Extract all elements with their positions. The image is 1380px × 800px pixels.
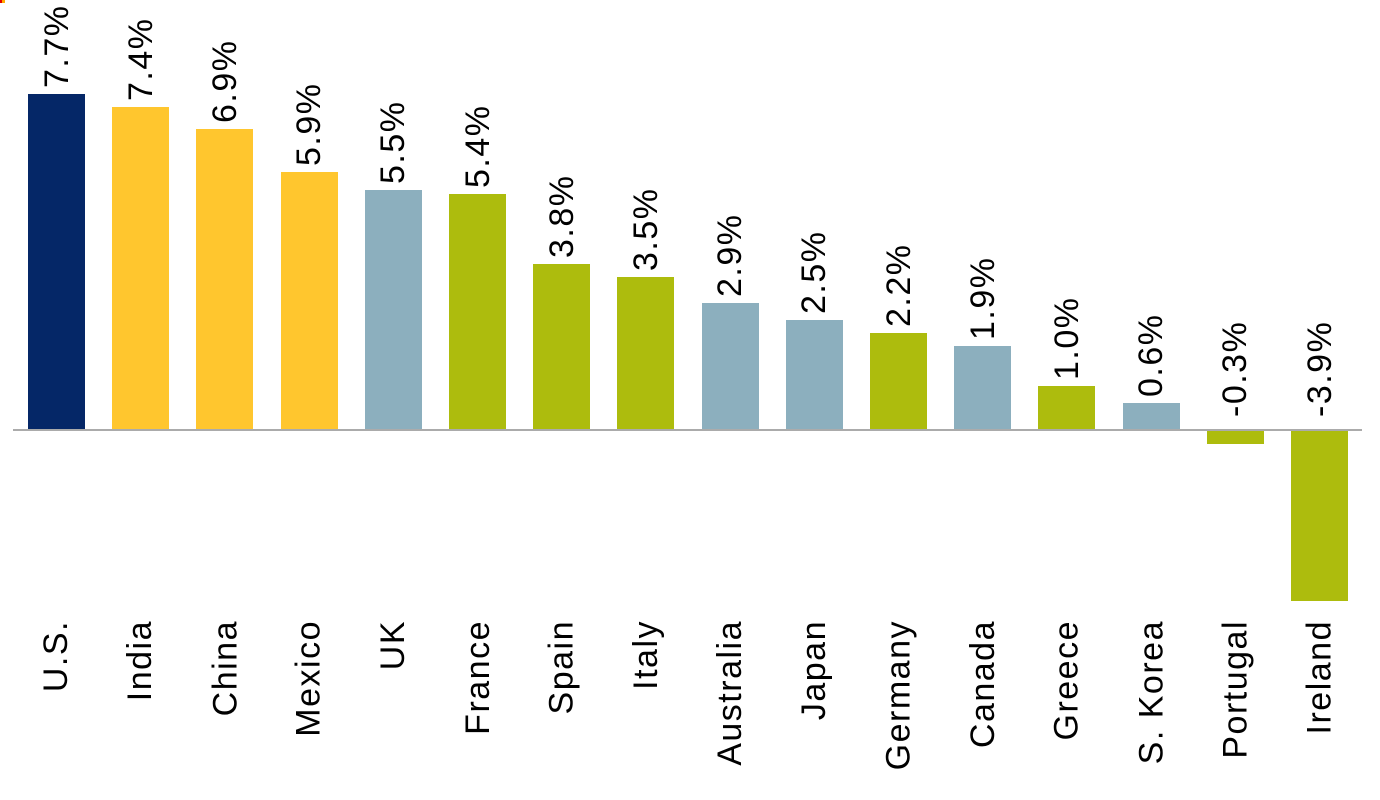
- bar: [701, 302, 759, 429]
- bar: [1206, 431, 1264, 444]
- value-label: 6.9%: [205, 39, 244, 123]
- bar: [28, 94, 85, 429]
- value-label: 0.6%: [1132, 313, 1171, 397]
- value-label: 1.9%: [963, 256, 1002, 341]
- bar: [533, 263, 591, 429]
- value-label: 5.4%: [458, 104, 497, 189]
- category-label: Germany: [879, 620, 918, 771]
- value-label: 7.7%: [37, 4, 76, 89]
- bar: [280, 172, 338, 429]
- value-label: -0.3%: [1216, 320, 1255, 417]
- category-label: U.S.: [37, 620, 76, 693]
- category-label: Australia: [711, 620, 750, 766]
- category-label: Italy: [626, 620, 665, 690]
- category-label: Greece: [1047, 620, 1086, 741]
- category-label: Canada: [963, 620, 1002, 749]
- bar: [196, 128, 254, 429]
- value-label: 1.0%: [1047, 296, 1086, 380]
- category-label: Spain: [542, 620, 581, 715]
- value-label: 5.5%: [374, 100, 413, 184]
- bar: [1038, 385, 1096, 429]
- bar: [112, 107, 170, 429]
- category-label: Portugal: [1216, 620, 1255, 759]
- screen-artifact: [0, 0, 5, 3]
- value-label: 3.8%: [542, 174, 581, 258]
- value-label: 2.9%: [711, 213, 750, 297]
- bar: [954, 346, 1012, 429]
- value-label: 3.5%: [626, 187, 665, 271]
- value-label: 5.9%: [290, 82, 329, 167]
- category-label: India: [121, 620, 160, 702]
- x-axis-line: [13, 429, 1362, 431]
- category-label: UK: [374, 620, 413, 671]
- bar: [785, 320, 843, 430]
- bar: [617, 276, 675, 430]
- category-label: Mexico: [290, 620, 329, 737]
- bar: [1291, 431, 1348, 601]
- value-label: 7.4%: [121, 17, 160, 102]
- category-label: China: [205, 620, 244, 717]
- category-label: Japan: [795, 620, 834, 721]
- bar: [449, 194, 506, 429]
- bar: [870, 333, 927, 429]
- value-label: -3.9%: [1300, 320, 1339, 417]
- value-label: 2.5%: [795, 230, 834, 315]
- category-label: France: [458, 620, 497, 735]
- category-label: Ireland: [1300, 620, 1339, 735]
- bar: [364, 189, 422, 430]
- bar: [1122, 402, 1180, 429]
- category-label: S. Korea: [1132, 620, 1171, 765]
- value-label: 2.2%: [879, 243, 918, 328]
